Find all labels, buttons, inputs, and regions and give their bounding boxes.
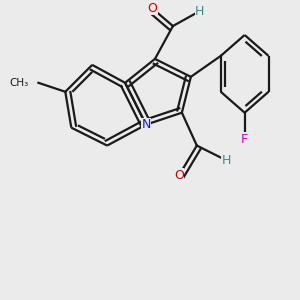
Text: N: N <box>141 118 151 131</box>
Text: H: H <box>222 154 231 167</box>
Text: O: O <box>147 2 157 15</box>
Text: O: O <box>174 169 184 182</box>
Text: H: H <box>195 4 205 18</box>
Text: F: F <box>241 133 248 146</box>
Text: CH₃: CH₃ <box>9 78 28 88</box>
